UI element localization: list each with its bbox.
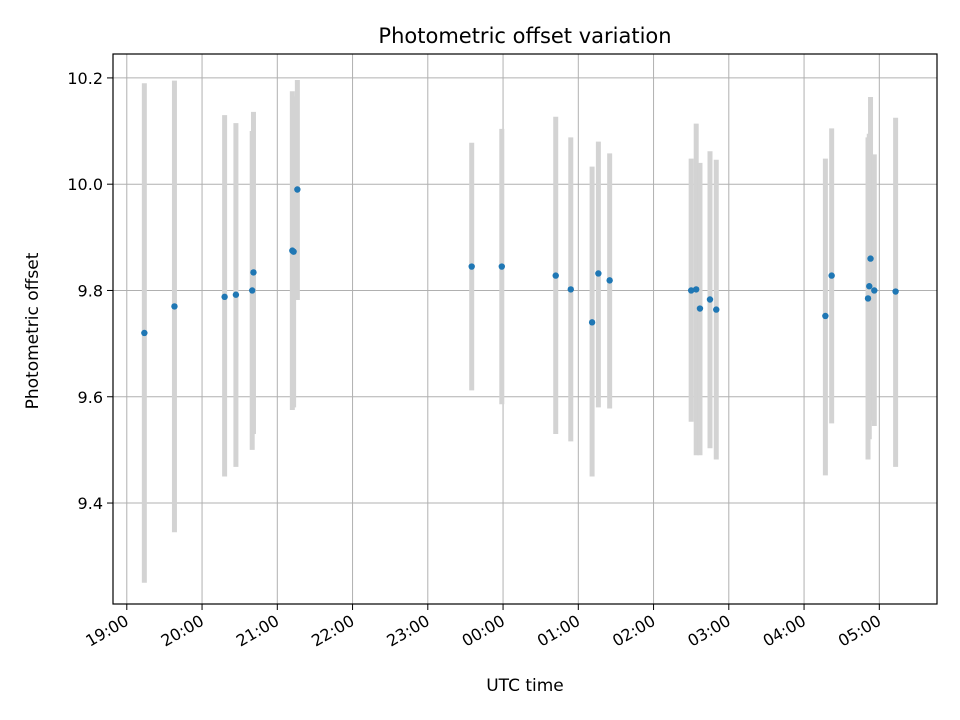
data-point (696, 305, 704, 312)
data-point (294, 186, 301, 193)
data-point (864, 295, 872, 302)
data-point (692, 286, 700, 293)
y-axis-ticks: 9.4 9.6 9.8 10.0 10.2 (67, 69, 113, 513)
data-point (290, 248, 297, 255)
plot-frame (112, 53, 938, 605)
data-point (141, 329, 148, 337)
data-point (249, 287, 256, 294)
chart-title: Photometric offset variation (378, 24, 671, 48)
y-tick-label: 9.6 (78, 388, 103, 407)
data-point (498, 263, 505, 270)
data-point (822, 312, 829, 320)
data-point (828, 272, 835, 279)
y-tick-label: 9.8 (78, 281, 103, 300)
data-point (713, 306, 720, 313)
data-point (606, 277, 613, 284)
data-point (221, 293, 228, 301)
data-point (595, 270, 602, 277)
data-point (687, 287, 695, 294)
y-tick-label: 9.4 (78, 494, 103, 513)
data-point (171, 303, 178, 310)
data-point (552, 272, 559, 279)
y-tick-label: 10.0 (67, 175, 103, 194)
data-point (232, 291, 240, 298)
data-point (866, 283, 873, 290)
data-point (250, 269, 257, 276)
data-points (141, 186, 899, 337)
y-axis-label: Photometric offset (23, 252, 43, 409)
data-point (468, 263, 475, 270)
data-point (567, 286, 574, 293)
grid-lines (113, 54, 937, 604)
data-point (588, 319, 596, 326)
data-point (706, 296, 714, 303)
data-point (871, 287, 878, 294)
y-tick-label: 10.2 (67, 69, 103, 88)
x-axis-label: UTC time (486, 676, 564, 696)
data-point (892, 288, 899, 295)
data-point (867, 255, 874, 262)
